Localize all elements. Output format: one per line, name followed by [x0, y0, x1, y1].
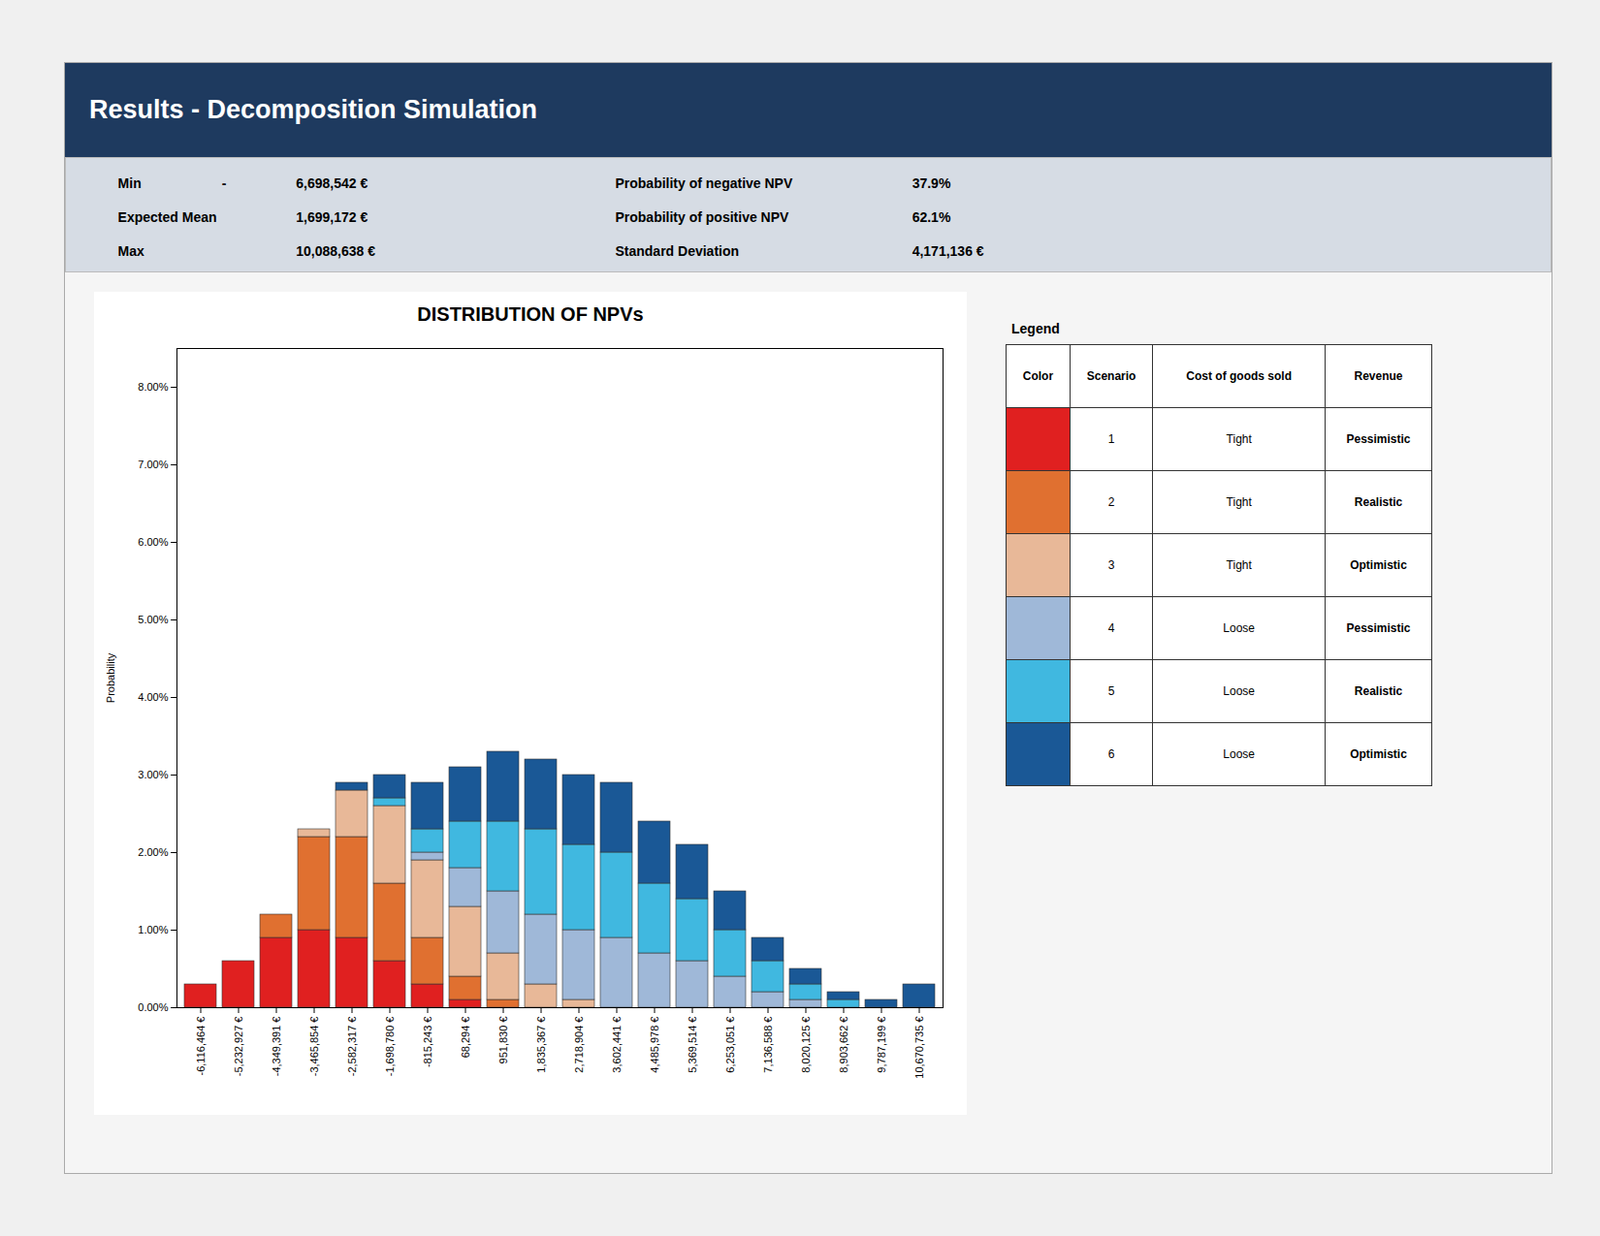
- svg-text:1,835,367 €: 1,835,367 €: [535, 1017, 547, 1074]
- svg-text:-815,243 €: -815,243 €: [421, 1017, 434, 1069]
- html-text:Tight: Tight: [1226, 432, 1252, 447]
- html-text:Pessimistic: Pessimistic: [1346, 432, 1411, 447]
- svg-text:4,485,978 €: 4,485,978 €: [648, 1017, 661, 1074]
- html-text:Tight: Tight: [1226, 495, 1252, 510]
- html-text:37.9%: 37.9%: [912, 175, 951, 191]
- svg-text:2,718,904 €: 2,718,904 €: [573, 1017, 585, 1074]
- html-text:6,698,542 €: 6,698,542 €: [296, 175, 368, 191]
- html-text:Min: Min: [117, 175, 142, 191]
- html-text:Revenue: Revenue: [1354, 369, 1403, 384]
- svg-text:8.00%: 8.00%: [137, 381, 168, 393]
- html-text:DISTRIBUTION OF NPVs: DISTRIBUTION OF NPVs: [417, 303, 644, 325]
- svg-text:7,136,588 €: 7,136,588 €: [762, 1017, 774, 1074]
- html-text:62.1%: 62.1%: [912, 209, 951, 225]
- html-text:Loose: Loose: [1223, 747, 1255, 762]
- svg-text:-4,349,391 €: -4,349,391 €: [270, 1017, 283, 1078]
- html-text:Optimistic: Optimistic: [1350, 558, 1407, 573]
- svg-text:3,602,441 €: 3,602,441 €: [610, 1017, 623, 1074]
- html-text:6: 6: [1108, 747, 1115, 762]
- html-text:Results - Decomposition Simula: Results - Decomposition Simulation: [89, 95, 538, 125]
- svg-text:68,294 €: 68,294 €: [459, 1017, 472, 1059]
- svg-text:8,020,125 €: 8,020,125 €: [800, 1017, 812, 1074]
- html-text:Expected Mean: Expected Mean: [117, 209, 217, 225]
- html-text:Color: Color: [1022, 369, 1054, 384]
- html-text:1: 1: [1108, 432, 1115, 447]
- svg-text:-5,232,927 €: -5,232,927 €: [232, 1017, 245, 1078]
- svg-text:5.00%: 5.00%: [137, 613, 168, 626]
- svg-text:2.00%: 2.00%: [137, 846, 168, 859]
- html-text:Loose: Loose: [1223, 684, 1255, 699]
- html-text:Legend: Legend: [1011, 320, 1060, 337]
- svg-text:4.00%: 4.00%: [137, 691, 168, 704]
- svg-text:5,369,514 €: 5,369,514 €: [686, 1017, 699, 1074]
- svg-text:9,787,199 €: 9,787,199 €: [875, 1017, 888, 1074]
- html-text:Probability of positive NPV: Probability of positive NPV: [615, 209, 789, 225]
- svg-text:10,670,735 €: 10,670,735 €: [913, 1017, 926, 1080]
- html-text:5: 5: [1108, 684, 1115, 699]
- svg-text:6,253,051 €: 6,253,051 €: [724, 1017, 736, 1074]
- html-text:Probability of negative NPV: Probability of negative NPV: [615, 175, 793, 191]
- html-text:Pessimistic: Pessimistic: [1346, 621, 1411, 636]
- html-text:Realistic: Realistic: [1354, 495, 1403, 510]
- svg-text:1.00%: 1.00%: [137, 924, 168, 936]
- svg-text:-1,698,780 €: -1,698,780 €: [384, 1017, 396, 1078]
- html-text:2: 2: [1108, 495, 1115, 510]
- svg-text:0.00%: 0.00%: [137, 1001, 168, 1014]
- html-text:Loose: Loose: [1223, 621, 1255, 636]
- svg-text:3.00%: 3.00%: [137, 768, 168, 781]
- svg-text:Probability: Probability: [104, 652, 117, 704]
- html-text:Tight: Tight: [1226, 558, 1252, 573]
- svg-text:8,903,662 €: 8,903,662 €: [837, 1017, 850, 1074]
- svg-text:7.00%: 7.00%: [137, 458, 168, 471]
- html-text:Standard Deviation: Standard Deviation: [615, 243, 740, 259]
- html-text:Scenario: Scenario: [1086, 369, 1136, 384]
- html-text:Optimistic: Optimistic: [1350, 747, 1407, 762]
- html-text:Realistic: Realistic: [1354, 684, 1403, 699]
- html-text:4,171,136 €: 4,171,136 €: [912, 243, 984, 259]
- html-text:10,088,638 €: 10,088,638 €: [296, 243, 376, 259]
- html-text:Max: Max: [117, 243, 145, 259]
- html-text:4: 4: [1108, 621, 1115, 636]
- svg-text:-2,582,317 €: -2,582,317 €: [346, 1017, 358, 1078]
- svg-text:6.00%: 6.00%: [137, 536, 168, 548]
- svg-text:-3,465,854 €: -3,465,854 €: [308, 1017, 320, 1078]
- svg-text:951,830 €: 951,830 €: [497, 1017, 510, 1065]
- svg-text:-6,116,464 €: -6,116,464 €: [194, 1017, 207, 1077]
- html-text:3: 3: [1108, 558, 1115, 573]
- html-text:1,699,172 €: 1,699,172 €: [296, 209, 368, 225]
- html-text:Cost of goods sold: Cost of goods sold: [1186, 369, 1292, 384]
